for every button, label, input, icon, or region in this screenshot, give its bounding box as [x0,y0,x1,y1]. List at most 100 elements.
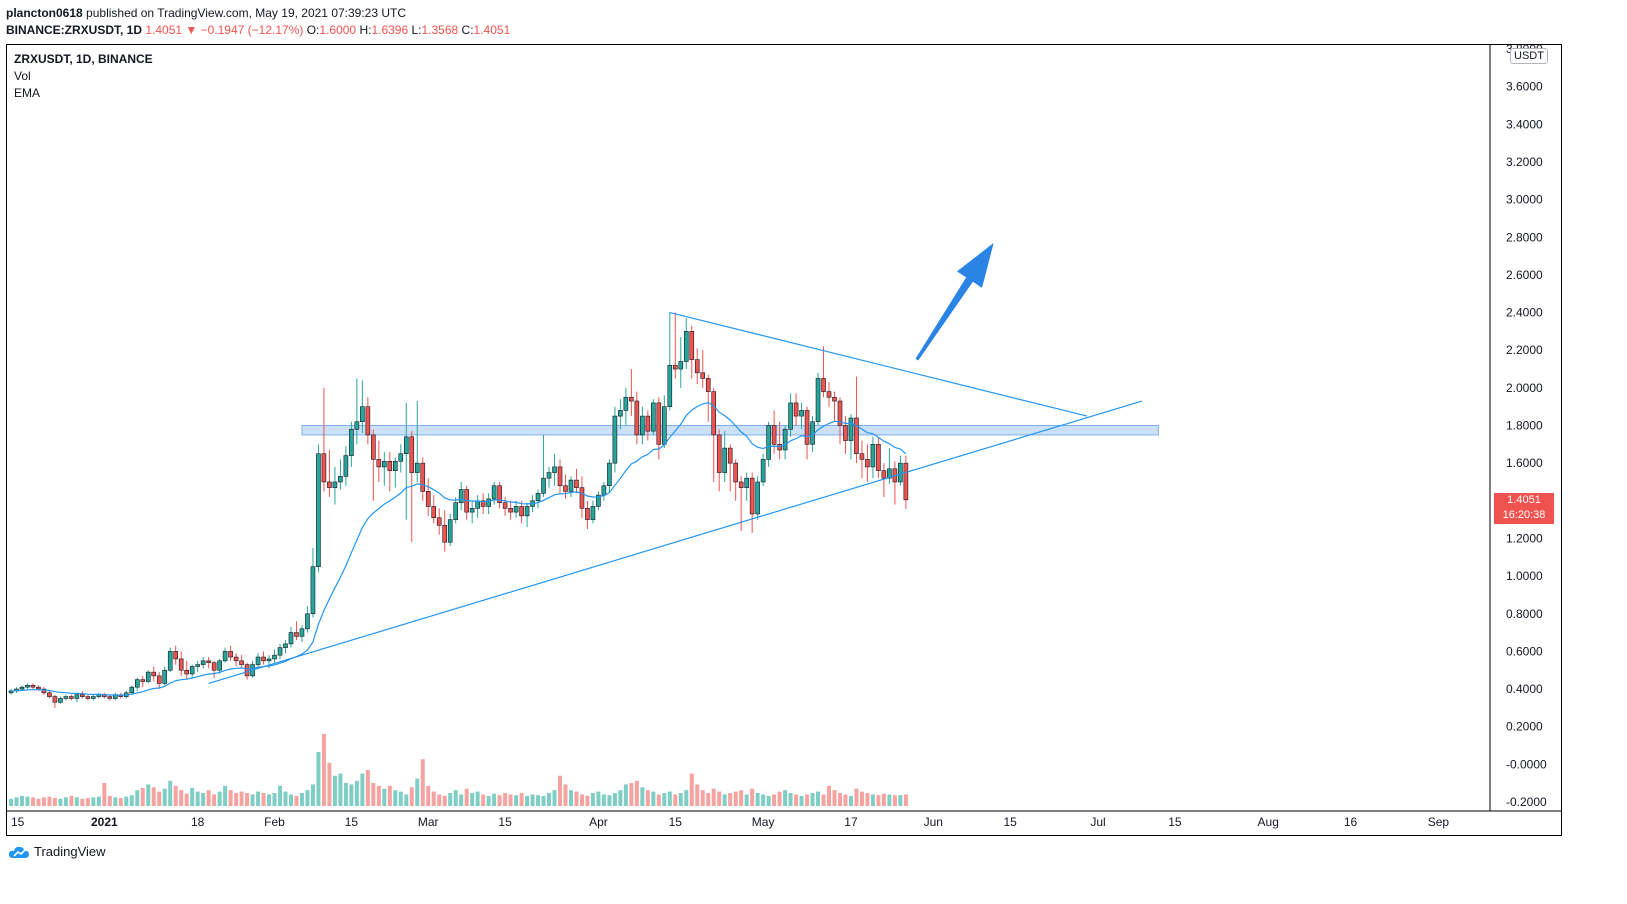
volume-bar [514,795,519,806]
candle-body [442,524,448,543]
candle-body [310,566,316,615]
candle-body [200,660,206,665]
time-tick-label: Jun [924,815,943,829]
time-tick-label: Sep [1428,815,1450,829]
tradingview-logo[interactable]: TradingView [8,844,106,859]
volume-bar [376,785,381,806]
publish-line: plancton0618 published on TradingView.co… [6,6,406,20]
volume-bars [9,734,908,806]
candle-body [623,396,629,411]
volume-bar [206,790,211,806]
volume-bar [168,780,173,806]
candle-body [398,453,404,462]
volume-bar [52,798,57,806]
candle-body [887,468,892,479]
candle-body [189,666,195,675]
candle-body [420,462,426,492]
volume-bar [387,785,392,806]
volume-bar [409,787,414,806]
volume-bar [579,794,584,806]
volume-bar [766,795,771,806]
volume-bar [733,791,738,806]
volume-bar [80,798,85,806]
currency-unit-button[interactable]: USDT [1510,48,1548,64]
price-tick-label: 2.2000 [1506,343,1543,357]
candle-body [689,331,695,360]
volume-bar [299,793,304,806]
candle-body [277,647,283,656]
volume-bar [574,791,579,806]
volume-bar [96,796,101,806]
candle-body [744,477,749,488]
volume-bar [146,784,151,806]
publisher-name[interactable]: plancton0618 [6,6,83,20]
candle-body [716,434,722,473]
volume-bar [305,790,310,806]
volume-bar [431,791,436,806]
volume-bar [711,788,716,806]
volume-bar [245,793,250,806]
candle-body [618,410,623,417]
candle-body [843,425,848,441]
candle-body [294,632,299,637]
volume-bar [261,793,266,806]
candle-body [804,410,810,445]
candle-body [425,491,431,507]
price-tick-label: 1.2000 [1506,531,1543,545]
time-tick-label: 18 [191,815,205,829]
volume-bar [629,782,634,806]
volume-bar [250,794,255,806]
candle-body [162,669,168,684]
volume-bar [464,788,469,806]
candle-body [233,656,239,662]
legend-title: ZRXUSDT, 1D, BINANCE [14,52,153,66]
volume-bar [140,788,145,806]
legend-ema[interactable]: EMA [14,86,41,100]
candle-body [612,415,618,464]
volume-bar [827,785,832,806]
time-tick-label: 15 [498,815,512,829]
time-tick-label: 15 [345,815,359,829]
candle-body [343,455,349,477]
trendlines [208,242,1143,684]
volume-bar [448,793,453,806]
volume-bar [426,785,431,806]
symbol-line: BINANCE:ZRXUSDT, 1D 1.4051 ▼ −0.1947 (−1… [6,23,510,37]
price-tick-label: 0.8000 [1506,607,1543,621]
volume-bar [898,795,903,806]
last-price-tag-value: 1.4051 [1507,494,1541,506]
volume-bar [113,797,118,806]
volume-bar [36,798,41,806]
volume-bar [157,791,162,806]
volume-bar [585,795,590,806]
candle-body [826,391,832,398]
volume-bar [332,775,337,806]
volume-bar [239,791,244,806]
legend-volume[interactable]: Vol [14,69,31,83]
candle-body [371,434,376,460]
volume-bar [601,794,606,806]
time-tick-label: 17 [844,815,858,829]
candle-body [195,664,200,667]
candle-body [80,694,85,697]
candle-body [557,466,563,487]
volume-bar [887,794,892,806]
volume-bar [228,790,233,806]
candle-body [222,651,228,662]
resistance-zone-layer [301,425,1159,436]
candle-body [815,378,821,423]
volume-bar [327,762,332,806]
volume-bar [201,793,206,806]
volume-bar [475,791,480,806]
volume-bar [717,791,722,806]
candle-body [705,378,711,392]
price-tick-label: 2.6000 [1506,268,1543,282]
candle-body [579,487,585,509]
price-tick-label: 0.2000 [1506,720,1543,734]
volume-bar [497,795,502,806]
symbol-name: BINANCE:ZRXUSDT, 1D [6,23,143,37]
candle-body [497,485,502,503]
volume-bar [623,784,628,806]
time-tick-label: 15 [1004,815,1018,829]
